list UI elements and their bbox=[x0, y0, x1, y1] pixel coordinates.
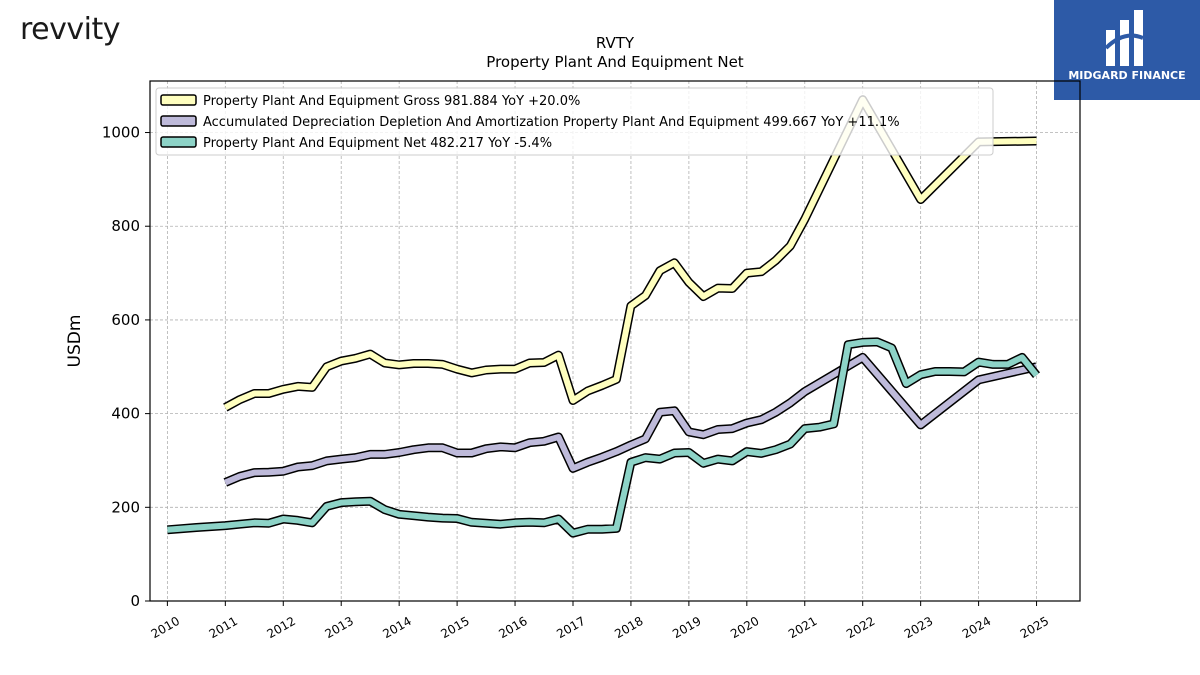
y-axis-label: USDm bbox=[65, 315, 85, 368]
x-tick-label: 2025 bbox=[1018, 614, 1051, 641]
legend-label: Accumulated Depreciation Depletion And A… bbox=[203, 115, 900, 130]
series-line-0 bbox=[223, 96, 1037, 411]
legend-label: Property Plant And Equipment Gross 981.8… bbox=[203, 94, 580, 109]
y-tick-label: 200 bbox=[111, 498, 140, 516]
legend-swatch bbox=[160, 136, 197, 148]
legend-box bbox=[155, 87, 994, 156]
plot-area-frame bbox=[149, 80, 1081, 602]
x-tick-label: 2013 bbox=[322, 614, 355, 641]
series-line-2 bbox=[167, 338, 1039, 537]
x-tick-label: 2014 bbox=[380, 614, 413, 641]
x-tick-label: 2015 bbox=[438, 614, 471, 641]
y-tick-label: 600 bbox=[111, 311, 140, 329]
x-tick-label: 2019 bbox=[670, 614, 703, 641]
x-tick-label: 2016 bbox=[496, 614, 529, 641]
y-tick-label: 0 bbox=[130, 592, 140, 610]
legend-label: Property Plant And Equipment Net 482.217… bbox=[203, 136, 552, 151]
brand-name: MIDGARD FINANCE bbox=[1068, 69, 1186, 82]
series-outline bbox=[167, 337, 1040, 538]
y-tick-label: 1000 bbox=[102, 124, 140, 142]
x-tick-label: 2010 bbox=[149, 614, 182, 641]
series-line-1 bbox=[224, 354, 1038, 486]
x-tick-label: 2012 bbox=[265, 614, 298, 641]
x-tick-label: 2024 bbox=[960, 614, 993, 641]
x-tick-label: 2018 bbox=[612, 614, 645, 641]
x-tick-label: 2020 bbox=[728, 614, 761, 641]
company-logo: revvity bbox=[20, 12, 121, 47]
x-tick-label: 2021 bbox=[786, 614, 819, 641]
x-tick-label: 2017 bbox=[554, 614, 587, 641]
brand-logo: MIDGARD FINANCE bbox=[1054, 0, 1200, 100]
legend-swatch bbox=[160, 115, 197, 127]
y-tick-label: 400 bbox=[111, 405, 140, 423]
chart-title: RVTY bbox=[596, 34, 635, 52]
legend-swatch bbox=[160, 94, 197, 106]
x-tick-label: 2011 bbox=[207, 614, 240, 641]
x-tick-label: 2023 bbox=[902, 614, 935, 641]
y-tick-label: 800 bbox=[111, 217, 140, 235]
x-tick-label: 2022 bbox=[844, 614, 877, 641]
brand-emblem-icon bbox=[1104, 10, 1144, 66]
chart-subtitle: Property Plant And Equipment Net bbox=[486, 53, 743, 71]
